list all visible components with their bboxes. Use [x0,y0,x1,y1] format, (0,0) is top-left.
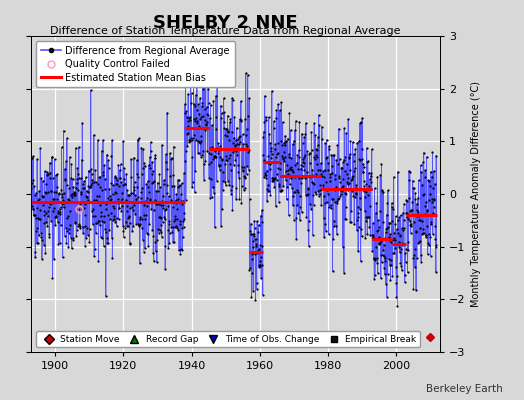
Y-axis label: Monthly Temperature Anomaly Difference (°C): Monthly Temperature Anomaly Difference (… [471,81,481,307]
Text: SHELBY 2 NNE: SHELBY 2 NNE [153,14,298,32]
Text: Berkeley Earth: Berkeley Earth [427,384,503,394]
Legend: Station Move, Record Gap, Time of Obs. Change, Empirical Break: Station Move, Record Gap, Time of Obs. C… [36,331,420,348]
Text: Difference of Station Temperature Data from Regional Average: Difference of Station Temperature Data f… [50,26,400,36]
